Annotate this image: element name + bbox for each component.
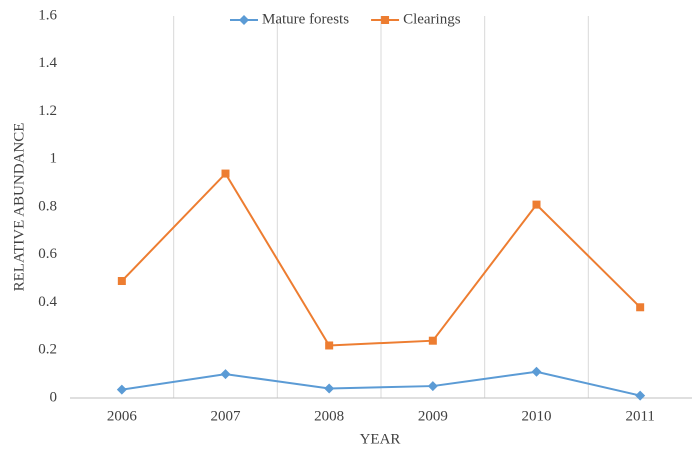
- marker: [220, 369, 231, 380]
- y-tick-label: 1.6: [38, 7, 57, 23]
- marker: [636, 303, 645, 312]
- y-tick-label: 0.2: [38, 342, 57, 358]
- marker: [116, 384, 127, 395]
- marker: [325, 341, 334, 350]
- marker: [381, 16, 390, 24]
- x-tick-label: 2010: [522, 408, 552, 424]
- marker: [117, 277, 126, 286]
- x-axis-label: YEAR: [360, 431, 401, 447]
- y-tick-label: 1: [50, 151, 58, 167]
- marker: [532, 200, 541, 209]
- x-tick-label: 2009: [418, 408, 448, 424]
- marker: [531, 366, 542, 377]
- y-tick-label: 0: [50, 389, 58, 405]
- y-tick-label: 0.8: [38, 198, 57, 214]
- marker: [635, 390, 646, 401]
- y-tick-label: 0.6: [38, 246, 57, 262]
- marker: [239, 15, 249, 25]
- x-tick-label: 2007: [211, 408, 242, 424]
- x-tick-label: 2011: [625, 408, 654, 424]
- line: [121, 171, 641, 347]
- marker: [324, 383, 335, 394]
- marker: [221, 169, 230, 178]
- marker: [427, 381, 438, 392]
- line: [121, 370, 641, 397]
- marker: [428, 336, 437, 345]
- x-tick-label: 2008: [314, 408, 344, 424]
- y-tick-label: 0.4: [38, 294, 57, 310]
- legend-label: Mature forests: [262, 11, 349, 27]
- x-tick-label: 2006: [107, 408, 138, 424]
- y-tick-label: 1.4: [38, 55, 57, 71]
- legend-label: Clearings: [403, 11, 461, 27]
- legend: Mature forests Clearings: [230, 11, 461, 27]
- y-axis-label: RELATIVE ABUNDANCE: [11, 123, 27, 292]
- y-tick-label: 1.2: [38, 103, 57, 119]
